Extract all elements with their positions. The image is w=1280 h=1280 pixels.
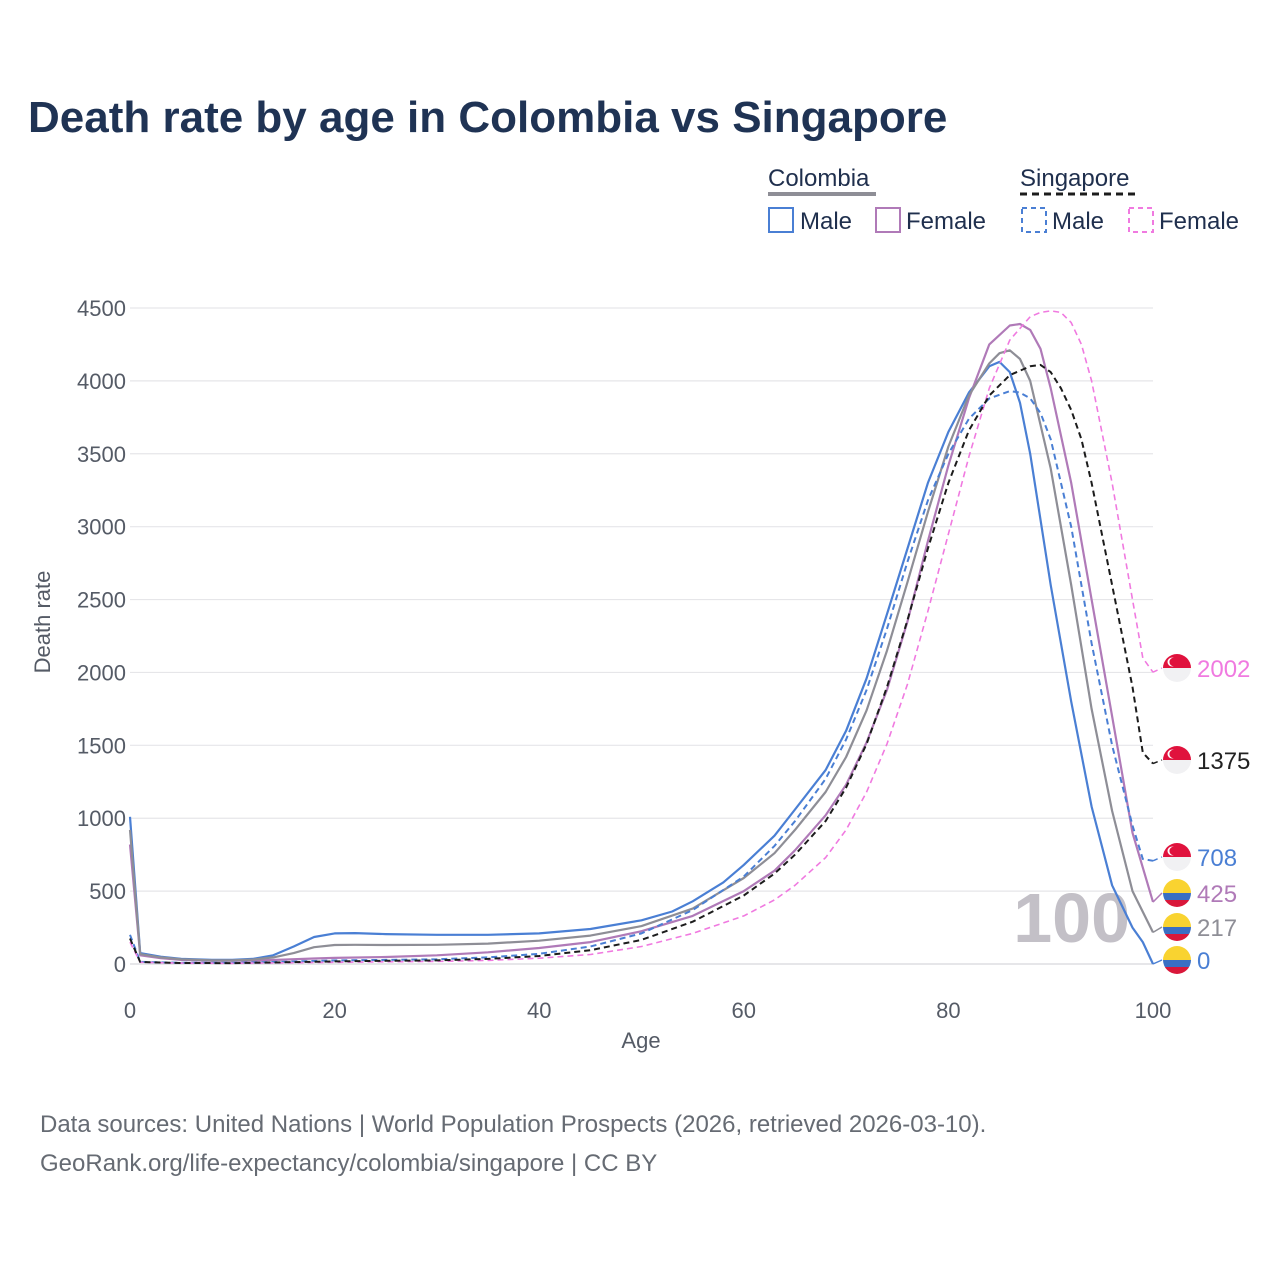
legend: Colombia Singapore Male Female Male Fema… (768, 165, 1239, 235)
y-tick-label: 500 (89, 879, 126, 904)
y-axis-ticks: 0 500 1000 1500 2000 2500 3000 3500 4000 4500 (77, 296, 126, 977)
legend-group-colombia-title: Colombia (768, 165, 870, 192)
x-tick-label: 80 (936, 998, 960, 1023)
end-connector (1152, 959, 1163, 965)
chart-title: Death rate by age in Colombia vs Singapo… (28, 93, 947, 142)
y-tick-label: 3000 (77, 515, 126, 540)
end-labels: 0 425 217 708 2002 1375 (1152, 654, 1250, 975)
legend-group-singapore-title: Singapore (1020, 165, 1129, 192)
x-axis-title: Age (621, 1028, 660, 1053)
legend-colombia-female-swatch[interactable] (875, 207, 901, 233)
source-line-1: Data sources: United Nations | World Pop… (40, 1111, 986, 1138)
series-line-colombia-both-sexes[interactable] (128, 349, 1154, 962)
y-tick-label: 2000 (77, 660, 126, 685)
singapore-flag-icon (1163, 746, 1191, 774)
legend-singapore-female-label: Female (1159, 208, 1239, 235)
singapore-flag-icon (1163, 654, 1191, 682)
y-tick-label: 4500 (77, 296, 126, 321)
end-value-label: 1375 (1197, 748, 1250, 775)
series-line-singapore-female[interactable] (129, 310, 1154, 965)
x-tick-label: 100 (1135, 998, 1172, 1023)
end-connector (1152, 926, 1163, 934)
series-line-colombia-female[interactable] (128, 322, 1155, 962)
y-tick-label: 1500 (77, 733, 126, 758)
end-connector (1152, 667, 1163, 673)
x-axis-ticks: 0 20 40 60 80 100 (124, 998, 1171, 1023)
source-line-2[interactable]: GeoRank.org/life-expectancy/colombia/sin… (40, 1150, 657, 1177)
end-connector (1152, 759, 1163, 765)
end-connector (1152, 856, 1163, 862)
colombia-flag-icon (1163, 879, 1191, 907)
legend-singapore-female-swatch[interactable] (1128, 207, 1154, 233)
legend-singapore-male-label: Male (1052, 208, 1104, 235)
end-value-label: 217 (1197, 915, 1237, 942)
end-value-label: 708 (1197, 845, 1237, 872)
singapore-flag-icon (1163, 843, 1191, 871)
legend-colombia-male-swatch[interactable] (768, 207, 794, 233)
legend-colombia-male-label: Male (800, 208, 852, 235)
x-tick-label: 0 (124, 998, 136, 1023)
series-line-singapore-male[interactable] (129, 390, 1154, 964)
y-tick-label: 1000 (77, 806, 126, 831)
x-tick-label: 40 (527, 998, 551, 1023)
y-axis-title: Death rate (30, 571, 55, 674)
series-lines (128, 310, 1155, 965)
grid (130, 307, 1153, 965)
legend-singapore-male-swatch[interactable] (1021, 207, 1047, 233)
series-line-singapore-both-sexes[interactable] (129, 363, 1154, 965)
year-watermark: 100 (1013, 879, 1130, 957)
y-tick-label: 4000 (77, 369, 126, 394)
colombia-flag-icon (1163, 913, 1191, 941)
legend-colombia-female-label: Female (906, 208, 986, 235)
end-value-label: 425 (1197, 881, 1237, 908)
x-tick-label: 20 (322, 998, 346, 1023)
y-tick-label: 0 (114, 952, 126, 977)
x-tick-label: 60 (732, 998, 756, 1023)
y-tick-label: 3500 (77, 442, 126, 467)
series-line-colombia-male[interactable] (128, 360, 1154, 965)
end-value-label: 2002 (1197, 656, 1250, 683)
colombia-flag-icon (1163, 946, 1191, 974)
end-value-label: 0 (1197, 948, 1210, 975)
end-connector (1152, 892, 1163, 903)
y-tick-label: 2500 (77, 588, 126, 613)
